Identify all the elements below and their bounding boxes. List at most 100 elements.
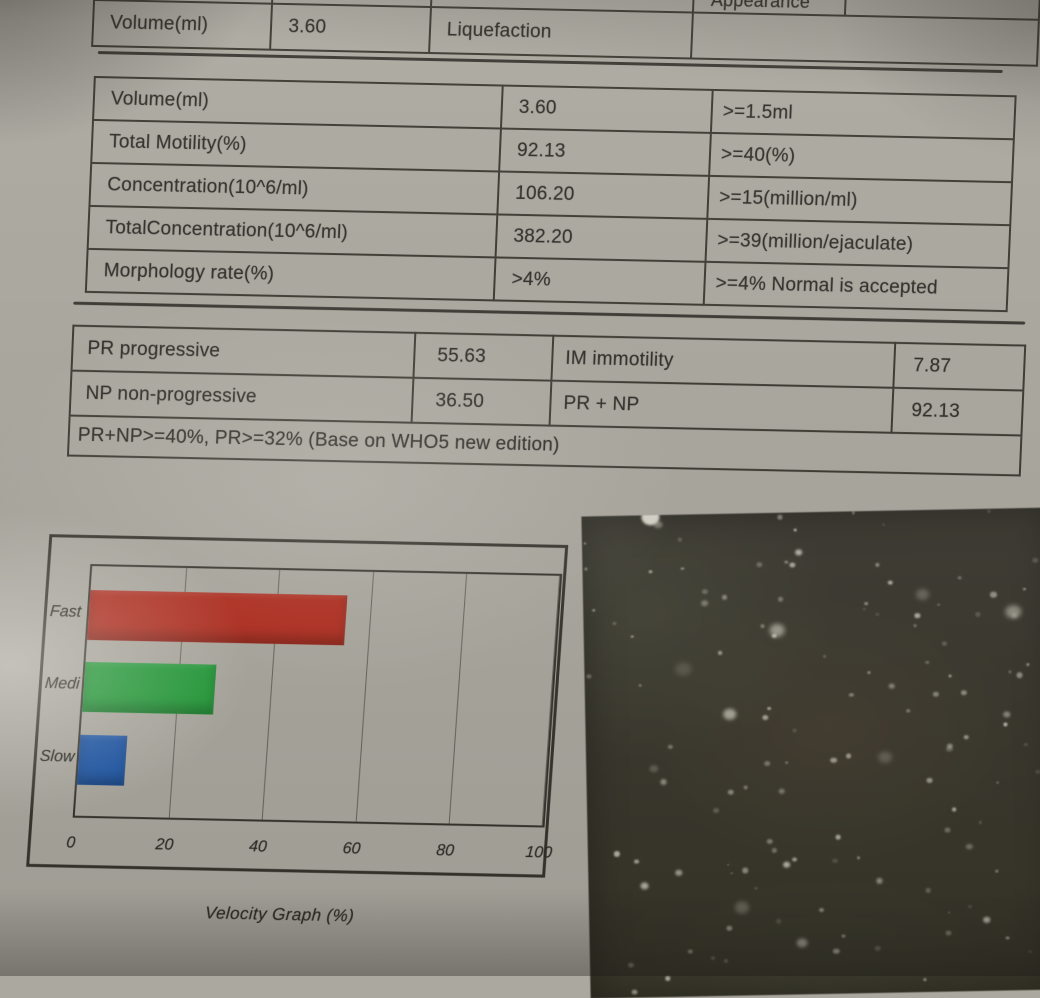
speck-dot xyxy=(653,520,663,529)
speck-dot xyxy=(771,634,777,639)
speck-dot xyxy=(957,575,962,580)
speck-dot xyxy=(937,603,941,606)
speck-dot xyxy=(795,549,802,555)
speck-dot xyxy=(963,735,969,740)
speck-dot xyxy=(867,671,871,674)
speck-dot xyxy=(743,785,748,790)
speck-dot xyxy=(735,901,749,914)
results-table: Volume(ml) 3.60 >=1.5ml Total Motility(%… xyxy=(85,76,1017,312)
speck-dot xyxy=(793,528,797,532)
speck-dot xyxy=(648,570,653,574)
speck-dot xyxy=(789,562,796,568)
speck-dot xyxy=(995,869,999,873)
tick-0: 0 xyxy=(65,834,76,852)
reference-cell: >=1.5ml xyxy=(710,89,1016,140)
speck-dot xyxy=(638,684,642,687)
speck-dot xyxy=(1026,663,1030,667)
speck-dot xyxy=(983,917,991,923)
speck-dot xyxy=(1003,722,1008,727)
speck-dot xyxy=(887,580,893,585)
speck-dot xyxy=(1008,670,1012,674)
speck-dot xyxy=(727,863,730,866)
category-label-slow: Slow xyxy=(39,748,76,766)
gridline-60 xyxy=(355,571,374,822)
tick-20: 20 xyxy=(154,836,174,854)
speck-dot xyxy=(948,674,952,678)
speck-dot xyxy=(1028,949,1033,953)
speck-dot xyxy=(730,872,733,875)
reference-cell: >=40(%) xyxy=(709,132,1014,183)
speck-dot xyxy=(592,608,596,611)
speck-dot xyxy=(675,869,682,876)
speck-dot xyxy=(830,757,837,763)
speck-dot xyxy=(728,789,735,795)
speck-dot xyxy=(678,537,683,542)
speck-dot xyxy=(776,515,783,521)
param-cell: Liquefaction xyxy=(428,7,694,59)
speck-dot xyxy=(1005,605,1022,619)
value-cell: 55.63 xyxy=(413,332,554,381)
speck-dot xyxy=(913,624,917,627)
speck-dot xyxy=(784,761,788,764)
speck-dot xyxy=(978,821,982,824)
speck-dot xyxy=(951,807,957,812)
speck-dot xyxy=(846,753,852,759)
speck-dot xyxy=(754,886,758,890)
speck-dot xyxy=(776,919,782,924)
speck-dot xyxy=(833,948,840,954)
speck-dot xyxy=(760,624,765,628)
speck-dot xyxy=(742,867,749,874)
category-label-fast: Fast xyxy=(49,603,82,621)
speck-dot xyxy=(640,882,649,890)
param-cell: PR progressive xyxy=(71,325,416,378)
value-cell xyxy=(691,12,1039,66)
speck-dot xyxy=(835,835,841,840)
speck-dot xyxy=(876,878,883,884)
speck-dot xyxy=(721,595,727,600)
speck-dot xyxy=(687,949,693,954)
speck-dot xyxy=(756,561,763,567)
speck-dot xyxy=(823,655,827,658)
reference-cell: >=15(million/ml) xyxy=(707,175,1013,226)
value-cell: 36.50 xyxy=(411,377,552,426)
speck-dot xyxy=(613,851,620,857)
speck-dot xyxy=(664,976,671,982)
tick-80: 80 xyxy=(435,842,455,860)
speck-dot xyxy=(649,764,659,773)
speck-dot xyxy=(783,861,790,868)
speck-dot xyxy=(784,560,789,564)
value-cell: >4% xyxy=(493,257,706,305)
speck-dot xyxy=(966,843,973,850)
speck-dot xyxy=(968,904,973,909)
speck-dot xyxy=(914,613,920,618)
speck-dot xyxy=(862,607,866,611)
speck-dot xyxy=(1035,769,1040,774)
param-cell: Morphology rate(%) xyxy=(85,248,496,301)
speck-dot xyxy=(771,848,777,853)
speck-dot xyxy=(990,591,997,598)
speck-dot xyxy=(583,542,587,545)
speck-dot xyxy=(1023,742,1028,747)
value-cell: 3.60 xyxy=(500,85,713,133)
chart-title: Velocity Graph (%) xyxy=(204,903,355,926)
motility-table: PR progressive 55.63 IM immotility 7.87 … xyxy=(67,325,1026,477)
reference-cell: >=39(million/ejaculate) xyxy=(705,218,1011,269)
speck-dot xyxy=(882,524,885,527)
speck-dot xyxy=(857,856,861,860)
gridline-100 xyxy=(541,575,561,826)
value-cell: 92.13 xyxy=(499,128,711,176)
speck-dot xyxy=(923,978,927,981)
param-cell: Volume(ml) xyxy=(92,0,273,50)
speck-dot xyxy=(778,788,785,795)
speck-dot xyxy=(1003,711,1011,718)
speck-dot xyxy=(586,674,592,679)
speck-dot xyxy=(888,683,896,690)
speck-dot xyxy=(852,511,855,514)
speck-dot xyxy=(766,839,773,845)
chart-plot-area xyxy=(72,564,563,828)
speck-dot xyxy=(948,911,951,914)
speck-dot xyxy=(660,779,667,785)
param-cell: IM immotility xyxy=(551,335,896,388)
speck-dot xyxy=(925,660,929,664)
